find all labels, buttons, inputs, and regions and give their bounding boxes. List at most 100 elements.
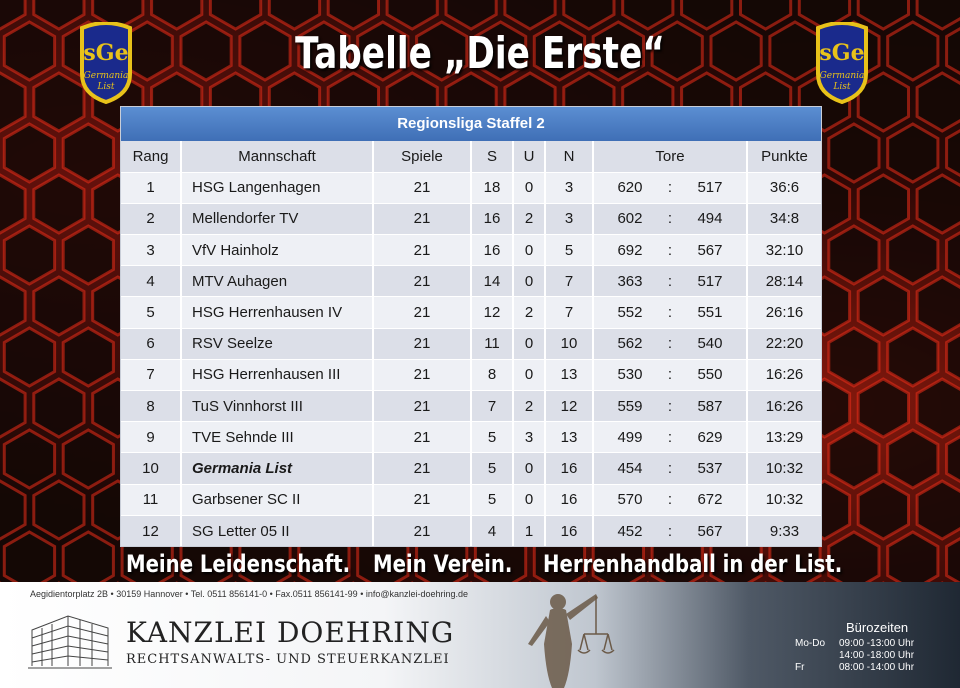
cell-n: 16 [545, 484, 594, 516]
cell-u: 0 [513, 328, 546, 360]
cell-spiele: 21 [373, 234, 472, 266]
cell-team: Germania List [181, 452, 374, 485]
cell-u: 0 [513, 452, 546, 485]
col-mannschaft: Mannschaft [181, 141, 374, 173]
cell-u: 3 [513, 421, 546, 453]
col-tore: Tore [593, 141, 748, 173]
cell-punkte: 34:8 [769, 210, 800, 228]
cell-spiele: 21 [373, 328, 472, 360]
cell-u: 0 [513, 234, 546, 266]
svg-text:Germania: Germania [84, 71, 129, 81]
cell-tore-separator: : [667, 304, 673, 322]
cell-spiele: 21 [373, 515, 472, 547]
page-title: Tabelle „Die Erste“ [295, 28, 665, 79]
table-row: 5 HSG Herrenhausen IV 21 12 2 7 552:551 26:16 [121, 296, 821, 329]
cell-tore-separator: : [667, 397, 673, 415]
cell-u: 0 [513, 265, 546, 297]
cell-tore-against: 517 [673, 172, 749, 204]
table-header-row: Rang Mannschaft Spiele S U N Tore Punkte [121, 141, 821, 173]
cell-tore-against: 494 [673, 203, 749, 235]
cell-tore-against: 517 [673, 265, 749, 297]
cell-n: 3 [545, 203, 594, 235]
cell-n: 5 [545, 234, 594, 266]
cell-spiele: 21 [373, 484, 472, 516]
slogan-part-1: Meine Leidenschaft. [126, 550, 351, 578]
cell-tore-for: 454 [617, 459, 643, 477]
cell-punkte: 16:26 [765, 366, 804, 384]
cell-tore-against: 550 [673, 359, 749, 391]
cell-punkte: 10:32 [765, 459, 804, 477]
table-row: 6 RSV Seelze 21 11 0 10 562:540 22:20 [121, 328, 821, 360]
cell-spiele: 21 [373, 203, 472, 235]
cell-rang: 11 [121, 484, 182, 516]
club-logo-left: sGe Germania List [80, 22, 132, 104]
cell-tore-for: 452 [617, 522, 643, 540]
cell-tore-separator: : [667, 366, 673, 384]
cell-team: Mellendorfer TV [181, 203, 374, 235]
cell-team: Garbsener SC II [181, 484, 374, 516]
cell-u: 2 [513, 203, 546, 235]
office-hours-row: Fr 08:00 -14:00 Uhr [795, 662, 914, 673]
cell-tore-against: 567 [673, 234, 749, 266]
cell-tore-for: 562 [617, 335, 643, 353]
table-caption: Regionsliga Staffel 2 [121, 107, 821, 141]
cell-n: 13 [545, 359, 594, 391]
cell-team: VfV Hainholz [181, 234, 374, 266]
cell-tore-separator: : [667, 459, 673, 477]
office-hours-row: 14:00 -18:00 Uhr [795, 650, 914, 661]
svg-text:List: List [832, 82, 850, 92]
club-logo-right: sGe Germania List [816, 22, 868, 104]
cell-rang: 3 [121, 234, 182, 266]
table-row: 3 VfV Hainholz 21 16 0 5 692:567 32:10 [121, 234, 821, 266]
cell-tore-for: 559 [617, 397, 643, 415]
cell-tore-separator: : [667, 335, 673, 353]
table-row: 9 TVE Sehnde III 21 5 3 13 499:629 13:29 [121, 421, 821, 453]
cell-punkte: 36:6 [769, 179, 800, 197]
table-row: 2 Mellendorfer TV 21 16 2 3 602:494 34:8 [121, 203, 821, 235]
cell-team: RSV Seelze [181, 328, 374, 360]
cell-team: MTV Auhagen [181, 265, 374, 297]
league-table: Regionsliga Staffel 2 Rang Mannschaft Sp… [120, 106, 822, 548]
col-n: N [545, 141, 594, 173]
cell-team: HSG Herrenhausen IV [181, 296, 374, 329]
cell-n: 13 [545, 421, 594, 453]
building-icon [28, 615, 112, 669]
slogan-part-2: Mein Verein. [373, 550, 513, 578]
cell-tore-separator: : [667, 241, 673, 259]
cell-u: 0 [513, 172, 546, 204]
cell-rang: 9 [121, 421, 182, 453]
cell-tore-for: 602 [617, 210, 643, 228]
cell-rang: 1 [121, 172, 182, 204]
cell-tore-for: 499 [617, 428, 643, 446]
table-row: 7 HSG Herrenhausen III 21 8 0 13 530:550 16:26 [121, 359, 821, 391]
svg-text:sGe: sGe [83, 40, 128, 66]
cell-s: 8 [471, 359, 514, 391]
cell-rang: 8 [121, 390, 182, 422]
cell-n: 16 [545, 515, 594, 547]
cell-s: 5 [471, 484, 514, 516]
justitia-statue-icon [528, 594, 615, 688]
office-hours-time: 08:00 -14:00 Uhr [839, 662, 915, 673]
cell-spiele: 21 [373, 452, 472, 485]
table-row: 4 MTV Auhagen 21 14 0 7 363:517 28:14 [121, 265, 821, 297]
col-spiele: Spiele [373, 141, 472, 173]
table-row: 12 SG Letter 05 II 21 4 1 16 452:567 9:33 [121, 515, 821, 547]
slogan-part-3: Herrenhandball in der List. [543, 550, 843, 578]
cell-n: 7 [545, 296, 594, 329]
office-hours-time: 09:00 -13:00 Uhr [839, 638, 915, 649]
sponsor-address: Aegidientorplatz 2B • 30159 Hannover • T… [30, 589, 469, 599]
cell-s: 14 [471, 265, 514, 297]
cell-rang: 7 [121, 359, 182, 391]
cell-team: TuS Vinnhorst III [181, 390, 374, 422]
cell-tore-for: 552 [617, 304, 643, 322]
cell-s: 16 [471, 203, 514, 235]
cell-s: 16 [471, 234, 514, 266]
cell-n: 7 [545, 265, 594, 297]
svg-text:Germania: Germania [820, 71, 865, 81]
cell-punkte: 32:10 [765, 241, 804, 259]
cell-spiele: 21 [373, 296, 472, 329]
office-hours-days: Fr [795, 662, 805, 673]
cell-n: 3 [545, 172, 594, 204]
table-row: 1 HSG Langenhagen 21 18 0 3 620:517 36:6 [121, 172, 821, 204]
cell-tore-for: 692 [617, 241, 643, 259]
